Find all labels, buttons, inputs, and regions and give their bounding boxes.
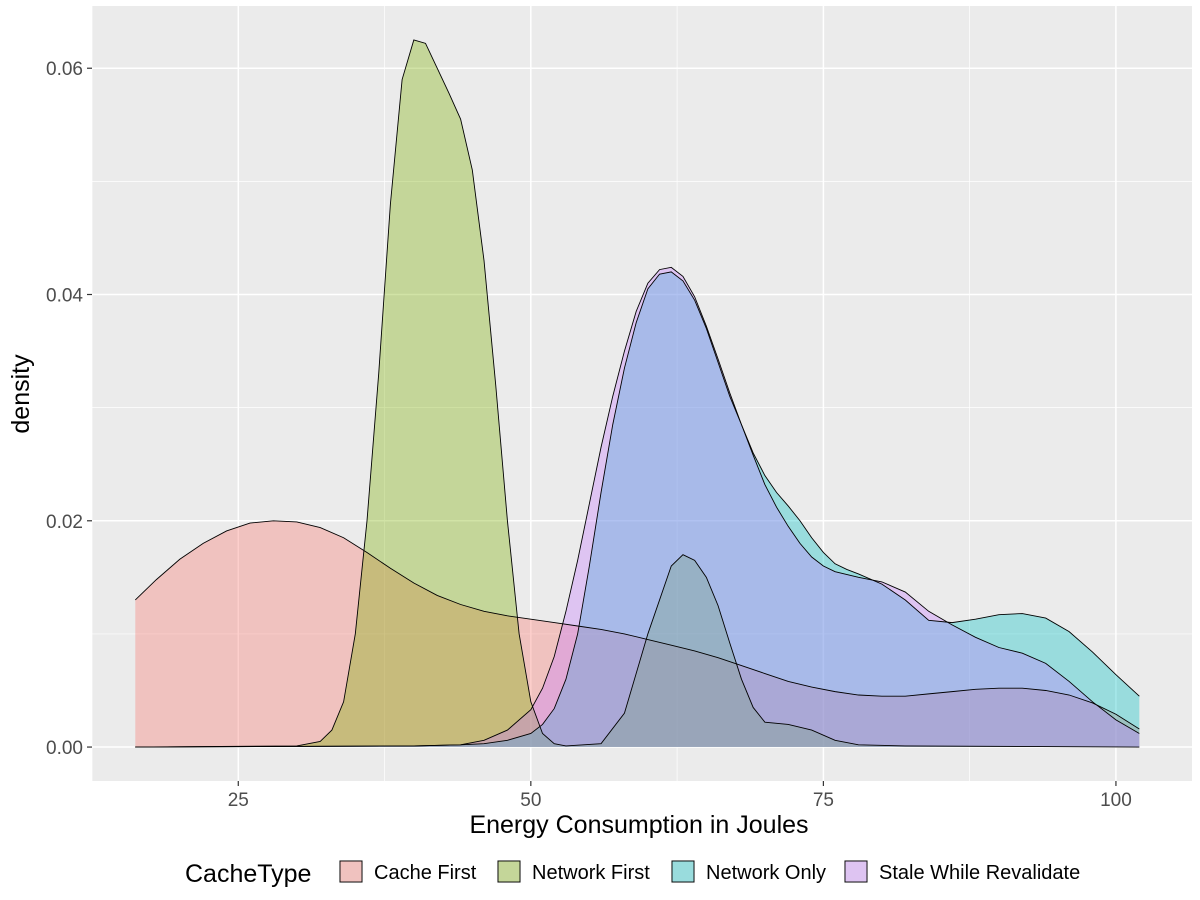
y-axis-title: density — [7, 354, 35, 434]
legend-key-bg — [339, 860, 363, 883]
density-line-cache-first — [134, 520, 1140, 730]
minor-gridlines — [91, 6, 1192, 781]
legend-key-bg — [844, 860, 868, 883]
density-outlines — [134, 39, 1140, 748]
y-tick-label: 0.04 — [46, 286, 83, 307]
density-area-stale-while-revalidate — [135, 267, 1140, 748]
legend-label: Network Only — [706, 862, 826, 884]
density-line-network-only — [135, 271, 1140, 748]
x-tick-label: 75 — [813, 790, 834, 811]
legend: CacheType Cache First Network First Networ… — [185, 860, 1080, 888]
density-line-network-first — [135, 39, 1140, 748]
legend-key-network-first — [497, 860, 521, 883]
legend-label: Cache First — [374, 862, 477, 884]
density-area-cache-first — [135, 520, 1140, 748]
legend-key-bg — [497, 860, 521, 883]
plot-panel — [92, 6, 1192, 781]
legend-label: Stale While Revalidate — [879, 862, 1080, 884]
x-tick-label: 50 — [520, 790, 541, 811]
y-tick-label: 0.00 — [46, 738, 83, 759]
y-tick-label: 0.06 — [46, 59, 83, 80]
y-tick-label: 0.02 — [46, 512, 83, 533]
x-tick-label: 100 — [1100, 790, 1132, 811]
x-tick-label: 25 — [228, 790, 249, 811]
density-line-stale-while-revalidate — [135, 266, 1140, 748]
density-areas — [135, 39, 1140, 748]
legend-key-stale-while-revalidate — [844, 860, 868, 883]
x-axis-title: Energy Consumption in Joules — [469, 811, 808, 839]
legend-title: CacheType — [185, 860, 311, 888]
legend-label: Network First — [532, 862, 650, 884]
density-area-network-first — [135, 39, 1140, 748]
major-gridlines — [92, 6, 1192, 781]
legend-key-bg — [671, 860, 695, 883]
legend-key-network-only — [671, 860, 695, 883]
legend-key-cache-first — [339, 860, 363, 883]
density-area-network-only — [135, 271, 1140, 748]
y-axis: 0.00 0.02 0.04 0.06 — [46, 59, 92, 759]
x-axis: 25 50 75 100 — [228, 781, 1132, 811]
